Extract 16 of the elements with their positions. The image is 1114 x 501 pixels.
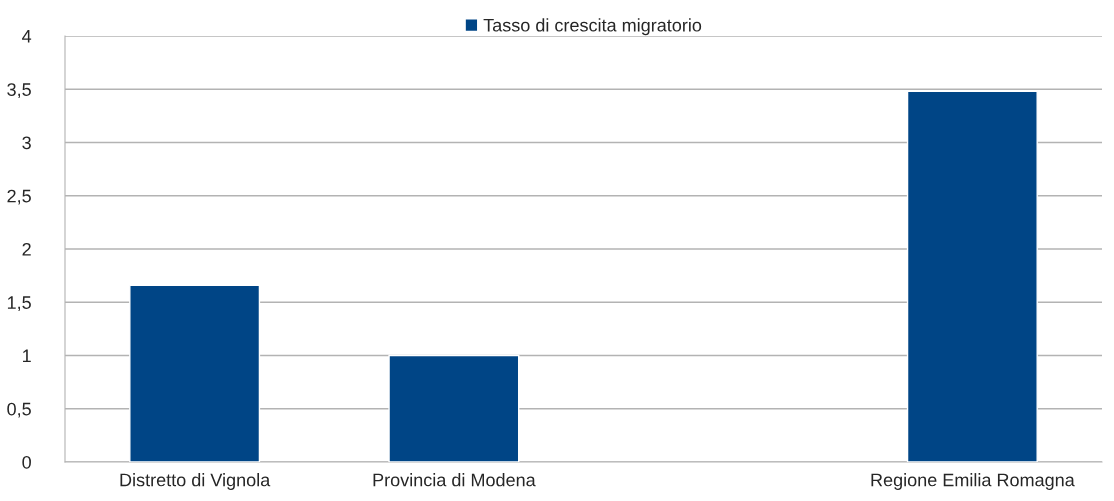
x-tick-label: Provincia di Modena	[373, 473, 536, 487]
bar	[388, 354, 520, 462]
y-tick-label: 4	[22, 30, 32, 43]
y-tick-label: 2,5	[7, 189, 31, 205]
y-tick-label: 1	[23, 349, 31, 363]
x-tick-label: Regione Emilia Romagna	[871, 473, 1075, 490]
y-tick-label: 1,5	[7, 296, 31, 312]
y-tick-label: 3,5	[7, 83, 31, 99]
bar	[129, 284, 261, 462]
y-tick-label: 0	[22, 455, 31, 469]
x-tick-label: Distretto di Vignola	[120, 473, 271, 490]
y-tick-label: 3	[22, 136, 31, 150]
y-tick-label: 2	[22, 242, 31, 256]
bar	[906, 90, 1038, 462]
legend-label: Tasso di crescita migratorio	[483, 18, 702, 36]
y-tick-label: 0,5	[7, 402, 31, 418]
